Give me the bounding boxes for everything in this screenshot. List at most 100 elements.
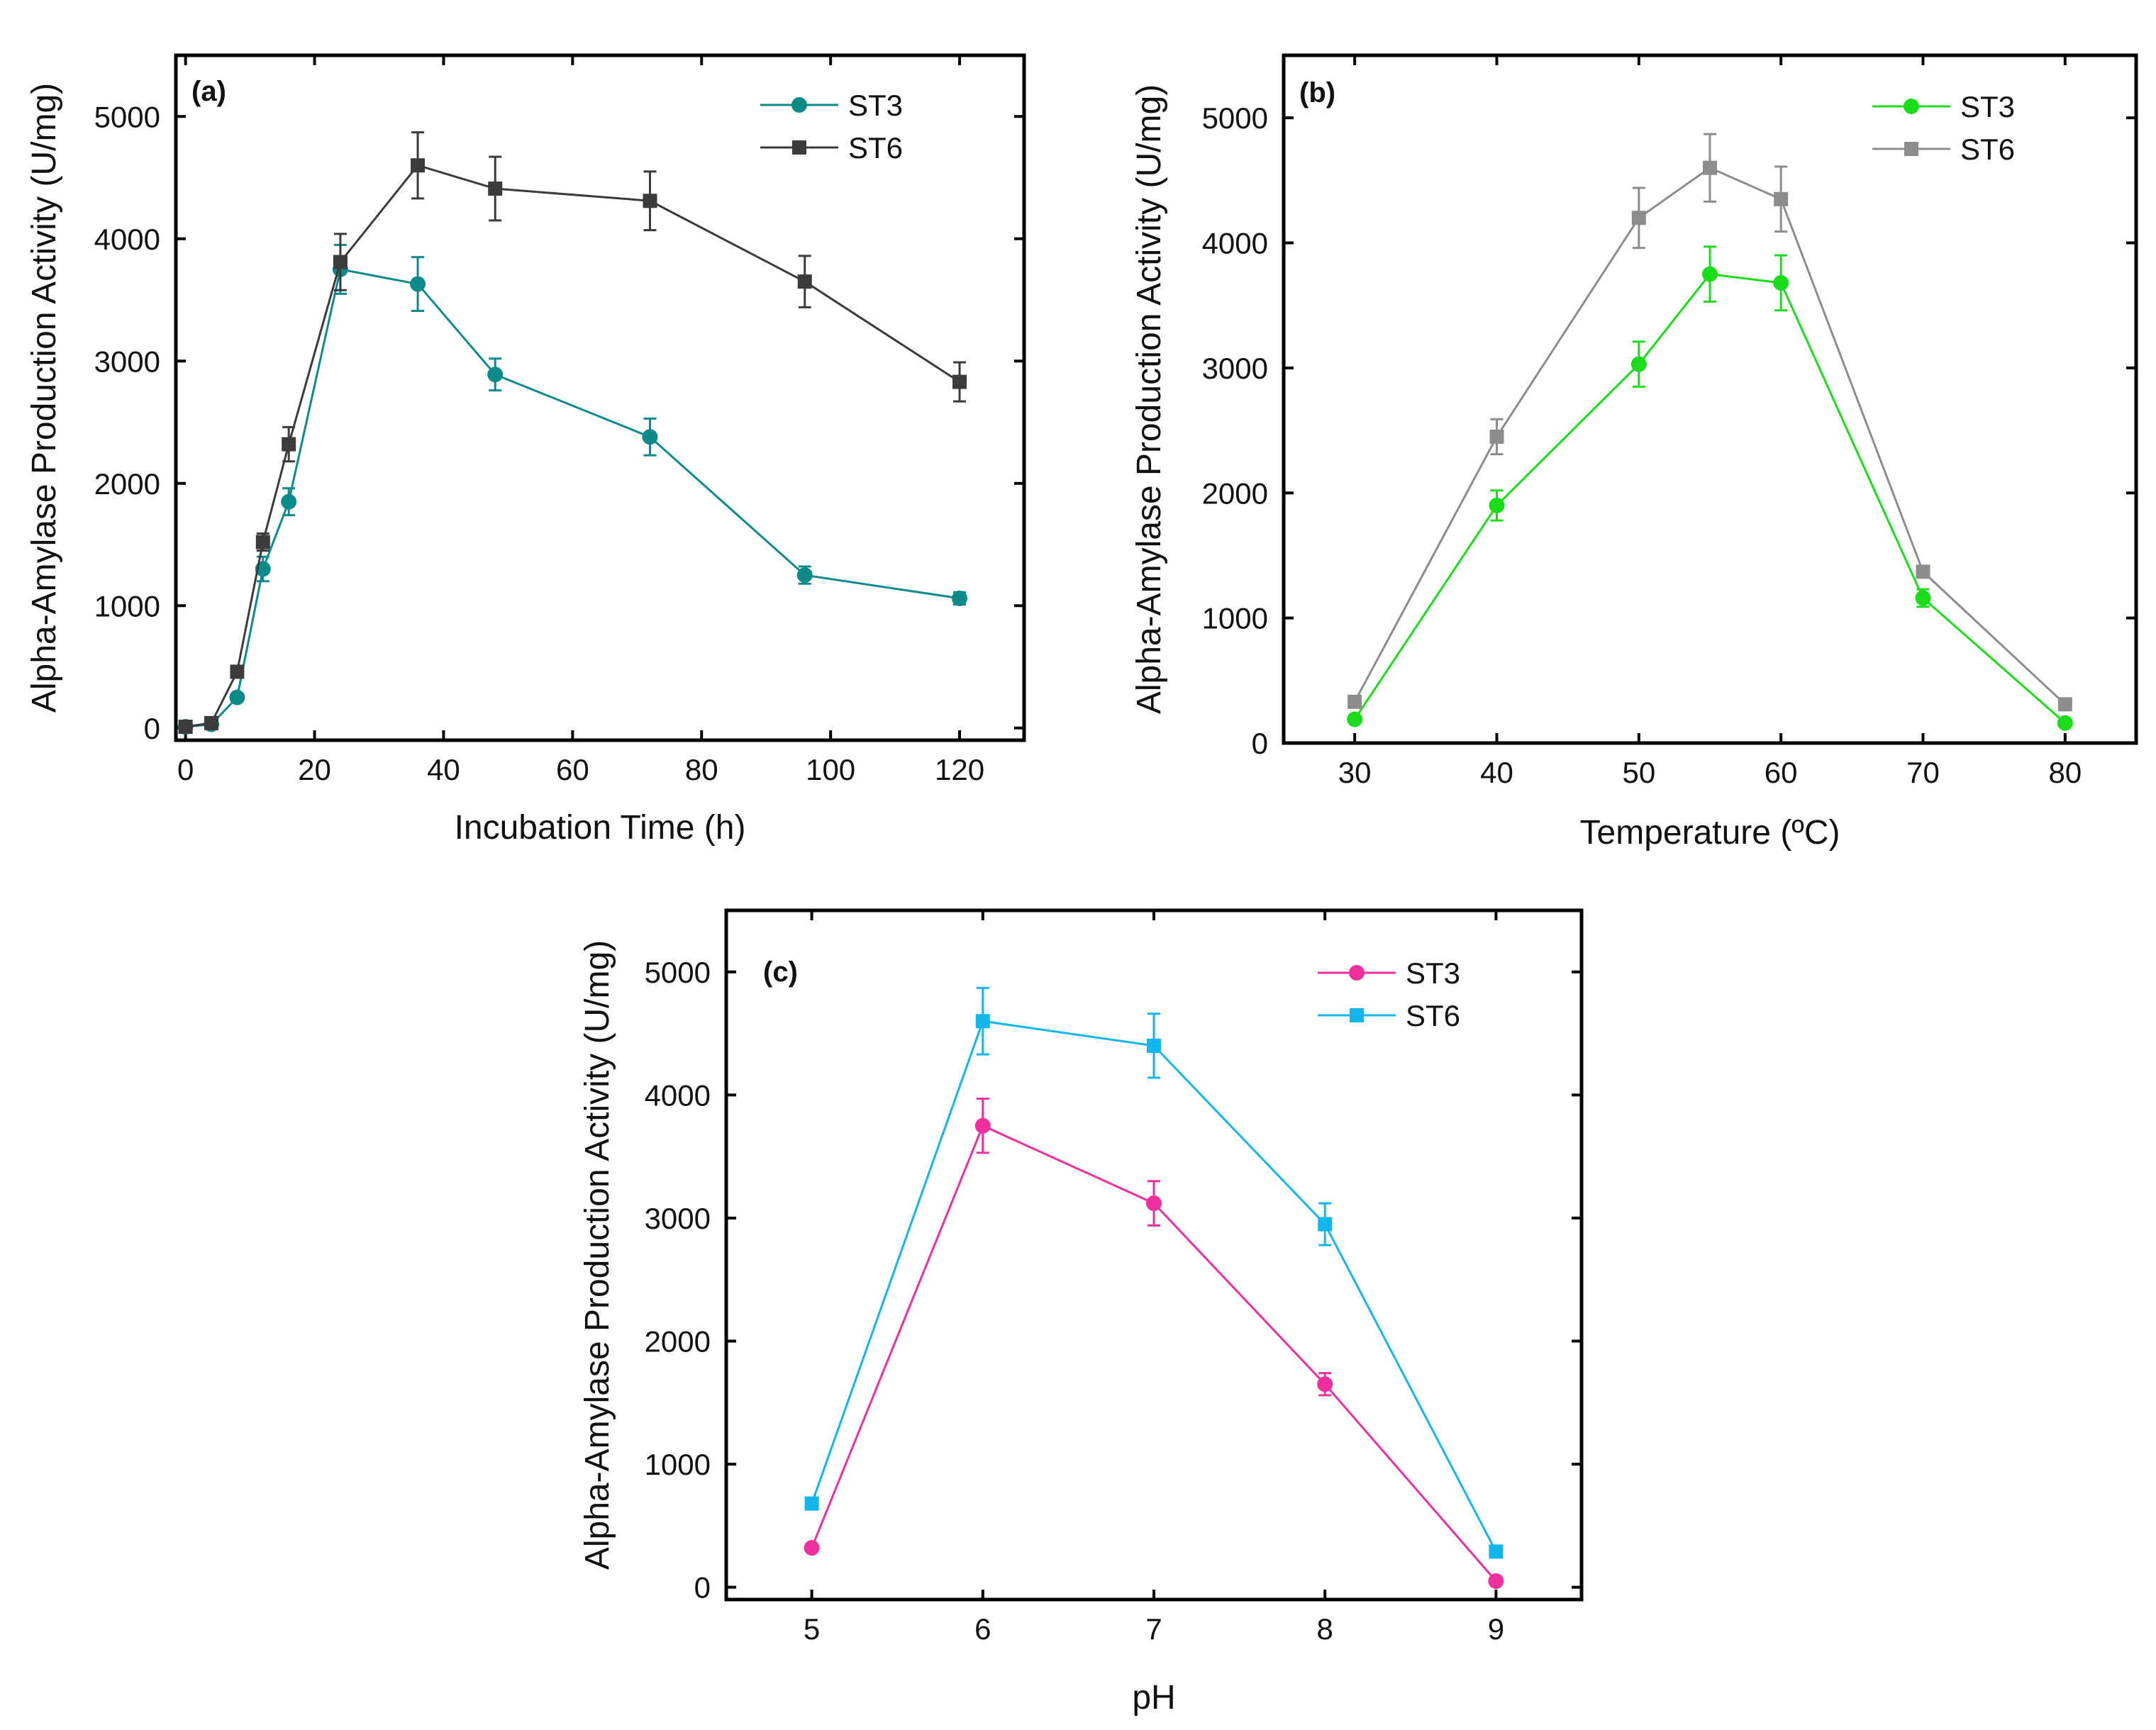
data-point xyxy=(952,590,968,606)
legend-marker xyxy=(1904,142,1918,156)
x-tick-label: 20 xyxy=(298,753,331,786)
data-point xyxy=(2057,697,2072,712)
data-point xyxy=(1489,1544,1504,1559)
legend-marker xyxy=(1350,1008,1364,1022)
y-tick-label: 1000 xyxy=(1202,602,1268,635)
series-st6 xyxy=(178,131,967,735)
y-axis-title: Alpha-Amylase Production Activity (U/mg) xyxy=(579,940,616,1570)
data-point xyxy=(1488,1573,1504,1589)
legend-label: ST6 xyxy=(1406,999,1460,1032)
series-st6 xyxy=(1348,133,2072,712)
data-point xyxy=(488,182,503,196)
x-tick-label: 70 xyxy=(1906,756,1940,789)
legend-label: ST6 xyxy=(848,131,903,164)
data-point xyxy=(1347,711,1363,727)
series-st6 xyxy=(804,986,1504,1559)
data-point xyxy=(204,715,219,730)
data-point xyxy=(2057,715,2073,731)
data-point xyxy=(1348,694,1362,709)
data-point xyxy=(1489,429,1504,444)
x-tick-label: 60 xyxy=(1765,756,1798,789)
series-line xyxy=(185,268,960,728)
panel-label: (c) xyxy=(763,956,798,988)
data-point xyxy=(1147,1038,1161,1053)
x-tick-label: 7 xyxy=(1145,1612,1162,1646)
panel-b: 30 40 50 60 70 80 0 1000 2000 3000 4000 5000 Tempera… xyxy=(1130,53,2138,852)
x-tick-label: 5 xyxy=(804,1612,820,1646)
x-tick-label: 0 xyxy=(177,753,194,786)
data-point xyxy=(255,535,270,549)
x-tick-label: 6 xyxy=(974,1612,991,1646)
data-point xyxy=(230,664,245,679)
y-tick-label: 4000 xyxy=(1202,227,1268,260)
x-tick-label: 120 xyxy=(935,753,984,786)
x-tick-label: 8 xyxy=(1317,1612,1333,1646)
data-point xyxy=(333,255,348,269)
legend-label: ST3 xyxy=(1960,90,2015,123)
y-tick-label: 4000 xyxy=(94,223,160,256)
data-point xyxy=(1631,211,1646,225)
y-tick-label: 5000 xyxy=(94,100,160,133)
data-point xyxy=(804,1496,819,1511)
data-point xyxy=(804,1540,820,1556)
series-st3 xyxy=(1347,245,2073,731)
legend-entry-st3: ST3 xyxy=(1872,90,2015,123)
x-axis-title: pH xyxy=(1132,1679,1175,1717)
panel-label: (a) xyxy=(191,76,226,107)
plot-frame xyxy=(174,53,1026,742)
legend-marker xyxy=(792,140,806,155)
data-point xyxy=(1703,160,1717,175)
x-tick-label: 30 xyxy=(1338,756,1372,789)
y-tick-label: 3000 xyxy=(94,345,160,378)
series-line xyxy=(811,1020,1497,1553)
x-tick-label: 80 xyxy=(2048,756,2082,789)
y-tick-label: 0 xyxy=(1252,727,1268,760)
y-tick-label: 0 xyxy=(144,712,160,745)
data-point xyxy=(411,158,426,173)
data-point xyxy=(643,194,657,208)
data-point xyxy=(797,274,812,289)
y-tick-label: 1000 xyxy=(645,1448,711,1481)
x-axis-title: Temperature (ºC) xyxy=(1580,814,1840,852)
y-axis-title: Alpha-Amylase Production Activity (U/mg) xyxy=(1130,84,1168,714)
legend-entry-st3: ST3 xyxy=(1318,956,1460,990)
y-tick-label: 5000 xyxy=(645,956,711,989)
data-point xyxy=(487,367,504,383)
y-tick-label: 2000 xyxy=(94,467,160,501)
y-tick-label: 3000 xyxy=(645,1202,711,1235)
y-axis-title: Alpha-Amylase Production Activity (U/mg) xyxy=(26,83,63,713)
x-tick-label: 60 xyxy=(556,753,589,786)
legend-entry-st3: ST3 xyxy=(760,89,903,122)
y-tick-label: 2000 xyxy=(645,1325,711,1358)
data-point xyxy=(796,567,813,584)
data-point xyxy=(1317,1376,1333,1393)
series-line xyxy=(1353,273,2066,724)
x-tick-label: 80 xyxy=(685,753,718,786)
data-point xyxy=(1773,274,1789,291)
y-tick-label: 2000 xyxy=(1202,476,1268,510)
legend-entry-st6: ST6 xyxy=(1872,133,2015,166)
data-point xyxy=(1774,191,1789,206)
legend-label: ST3 xyxy=(1406,956,1460,990)
data-point xyxy=(281,493,297,510)
plot-frame xyxy=(1282,53,2138,745)
series-st3 xyxy=(804,1098,1504,1589)
data-point xyxy=(1489,497,1505,513)
legend-label: ST3 xyxy=(848,89,903,122)
y-tick-label: 5000 xyxy=(1202,101,1268,135)
y-tick-label: 0 xyxy=(694,1571,711,1605)
data-point xyxy=(1702,266,1718,282)
data-point xyxy=(1318,1217,1333,1232)
data-point xyxy=(975,1014,990,1029)
panel-label: (b) xyxy=(1299,77,1335,108)
legend-entry-st6: ST6 xyxy=(1318,999,1460,1032)
legend-entry-st6: ST6 xyxy=(760,131,903,164)
data-point xyxy=(952,374,967,389)
x-tick-label: 40 xyxy=(1480,756,1513,789)
data-point xyxy=(974,1117,991,1134)
y-tick-label: 3000 xyxy=(1202,352,1268,385)
legend-marker xyxy=(1904,99,1919,114)
data-point xyxy=(410,276,426,292)
panel-c: 5 6 7 8 9 0 1000 2000 3000 4000 5000 pH Alpha-Amylas… xyxy=(579,908,1584,1717)
